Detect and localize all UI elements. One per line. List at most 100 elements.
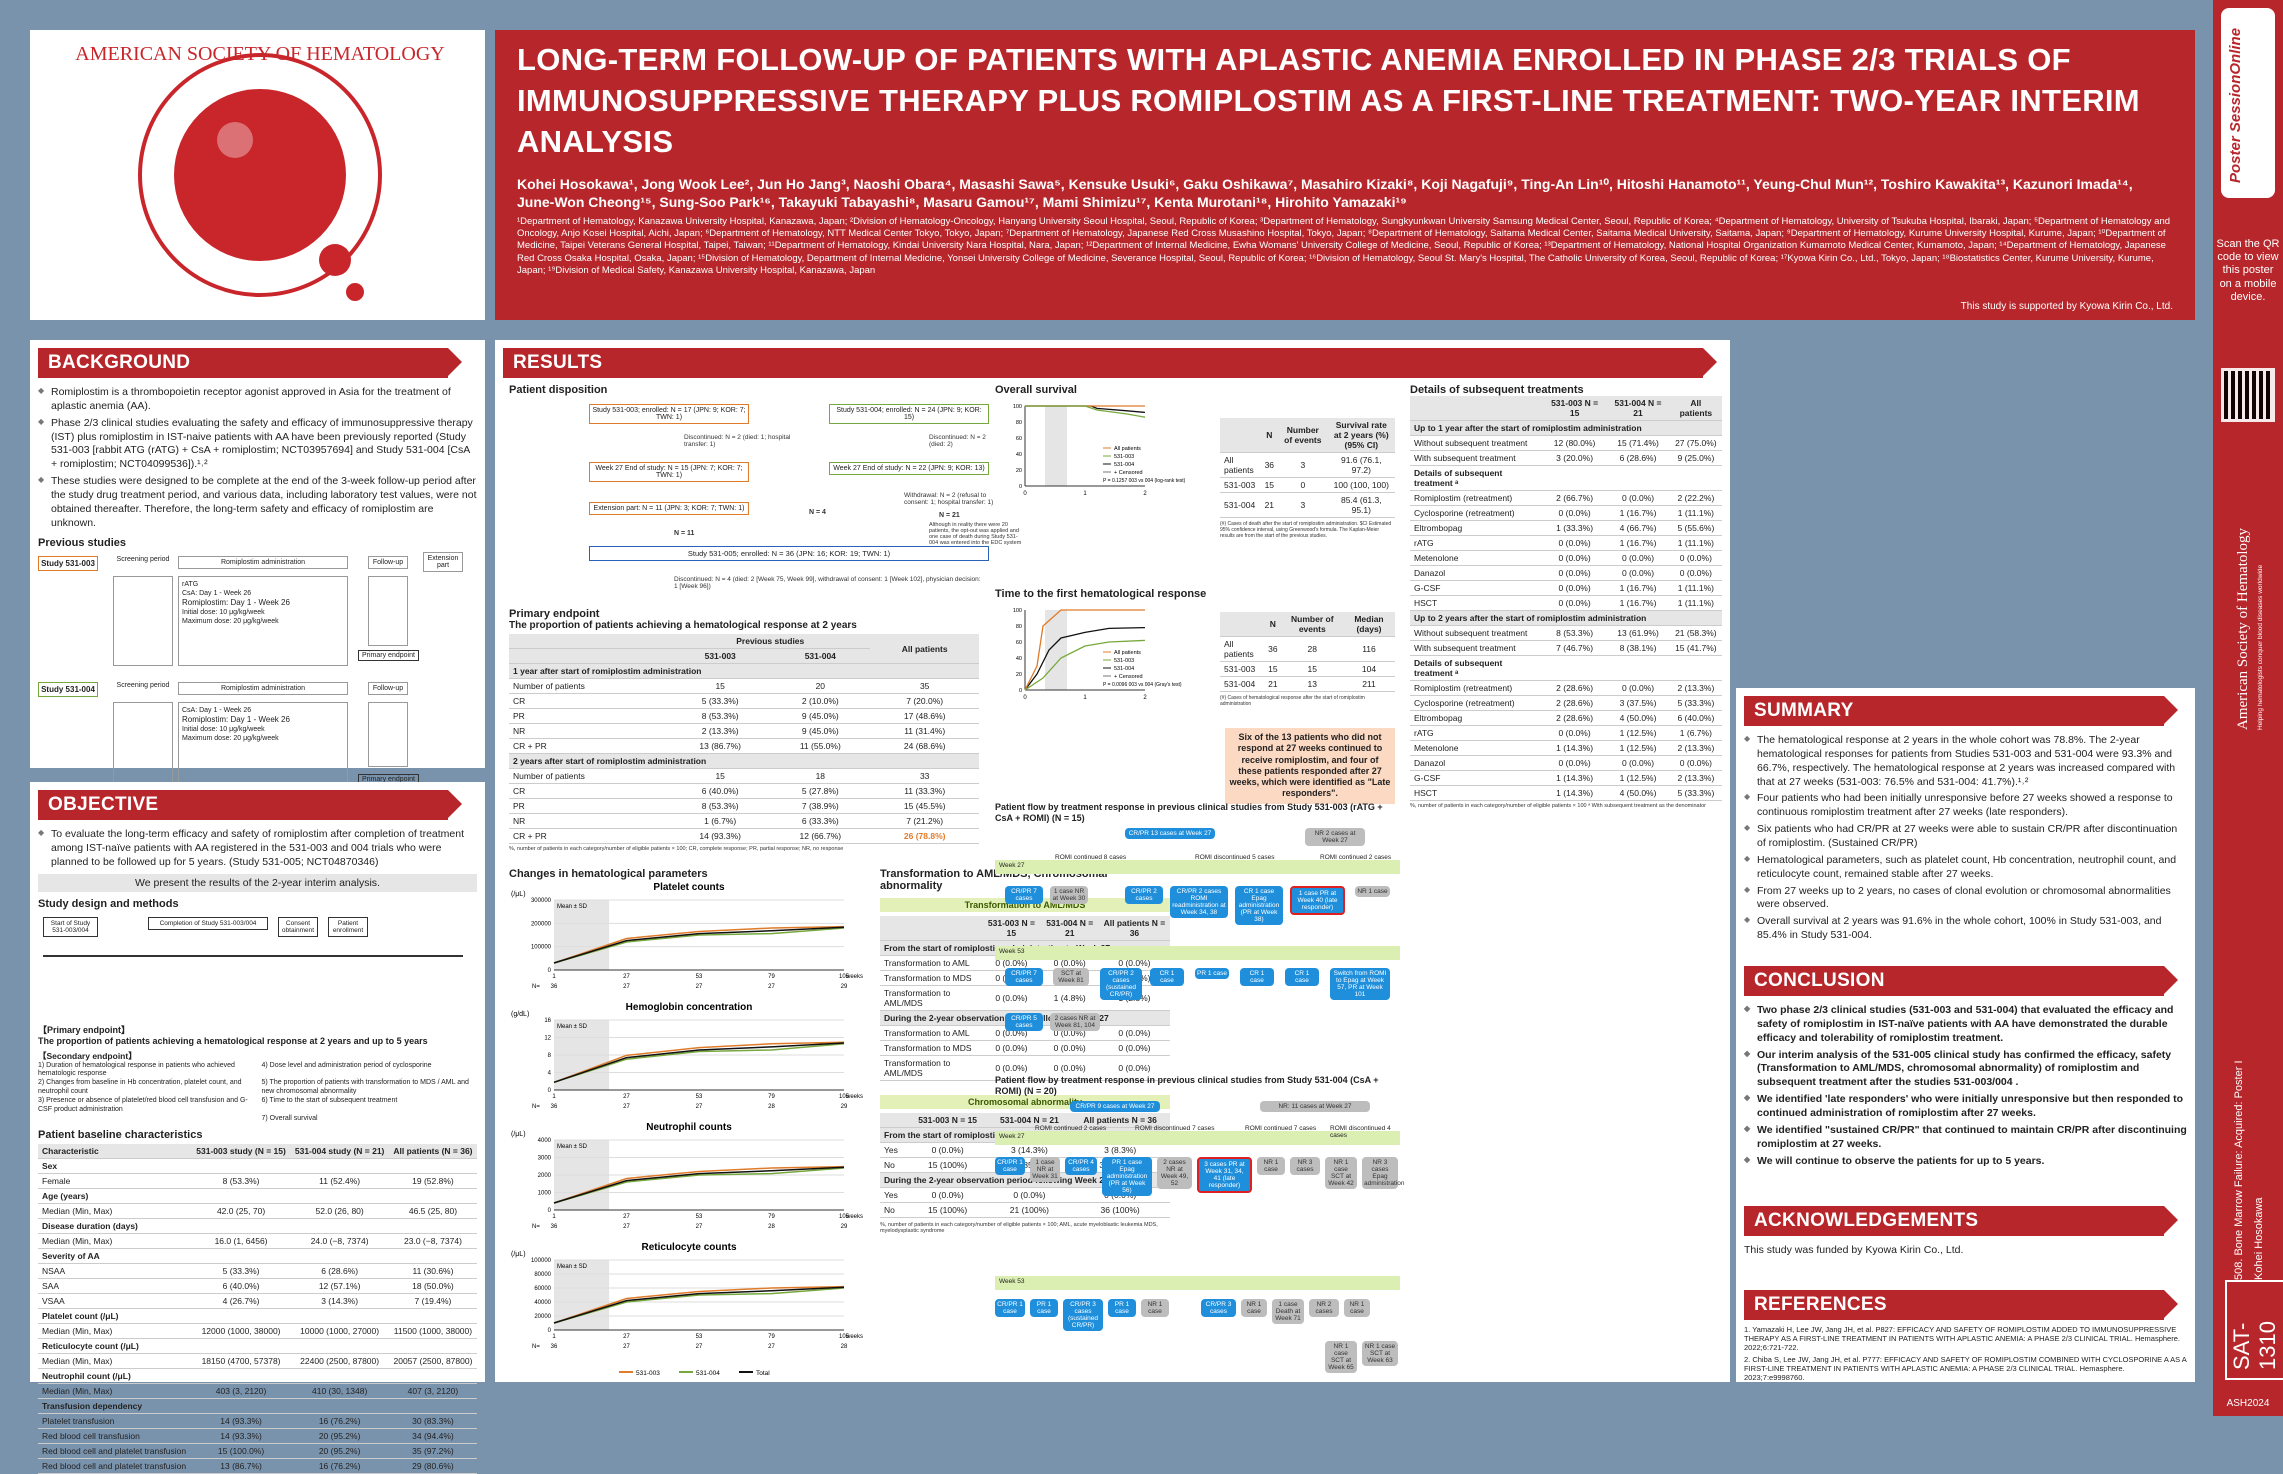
secondary-item: 1) Duration of hematological response in… <box>38 1061 235 1077</box>
table-cell: Romiplostim (retreatment) <box>1410 490 1543 506</box>
col-header: Median (days) <box>1342 612 1395 637</box>
col-header: All patients N = 36 <box>1098 916 1170 941</box>
x-tick-label: 53 <box>696 974 703 980</box>
affiliations: ¹Department of Hematology, Kanazawa Univ… <box>517 216 2171 276</box>
design-timeline <box>43 954 463 957</box>
table-cell: 36 <box>1260 452 1279 478</box>
design-box: Patient enrollment <box>328 916 368 937</box>
table-row: Median (Min, Max) 403 (3, 2120) 410 (30, 1… <box>38 1383 477 1400</box>
legend-label: All patients <box>1114 650 1141 656</box>
table-row: Transformation to AML/MDS 0 (0.0%) 0 (0.0%… <box>880 1055 1170 1081</box>
table-cell: SAA <box>38 1278 192 1295</box>
conclusion-bullet: We identified "sustained CR/PR" that con… <box>1744 1124 2187 1152</box>
disposition-section: Patient disposition Study 531-003; enrol… <box>509 384 1021 604</box>
y-tick-label: 80 <box>1016 420 1022 426</box>
background-panel: BACKGROUND Romiplostim is a thrombopoiet… <box>30 340 485 787</box>
table-cell: 91.6 (76.1, 97.2) <box>1327 452 1395 478</box>
summary-bullet: Six patients who had CR/PR at 27 weeks w… <box>1744 823 2187 851</box>
disp-w27-004: Week 27 End of study: N = 22 (JPN: 9; KO… <box>829 462 989 475</box>
shade <box>1045 406 1067 486</box>
table-cell: 5 (33.3%) <box>1669 695 1722 711</box>
table-cell: Red blood cell and platelet transfusion <box>38 1458 192 1474</box>
table-cell: 211 <box>1342 676 1395 692</box>
table-row: VSAA 4 (26.7%) 3 (14.3%) 7 (19.4%) <box>38 1293 477 1310</box>
f003-b5: CR 1 case Epag administration (PR at Wee… <box>1235 886 1283 925</box>
table-row: Number of patients 15 20 35 <box>509 678 979 694</box>
table-cell <box>388 1188 477 1205</box>
table-cell: 3 (14.3%) <box>988 1142 1071 1158</box>
logo-panel: AMERICAN SOCIETY OF HEMATOLOGY <box>30 30 485 320</box>
summary-header: SUMMARY <box>1744 696 2178 726</box>
col-header: 531-004 <box>770 648 871 664</box>
summary-bullets: The hematological response at 2 years in… <box>1744 734 2187 943</box>
f004-b1: CR/PR 1 case <box>995 1157 1025 1175</box>
y-tick-label: 100000 <box>531 1258 552 1264</box>
table-cell: 7 (38.9%) <box>770 798 871 814</box>
table-cell: 1 (11.1%) <box>1669 505 1722 521</box>
table-row: Median (Min, Max) 16.0 (1, 6456) 24.0 (−8,… <box>38 1233 477 1250</box>
table-cell: 0 (0.0%) <box>1542 565 1607 581</box>
background-bullet: Phase 2/3 clinical studies evaluating th… <box>38 417 477 472</box>
table-cell: 531-003 <box>1220 477 1261 493</box>
secondary-item: 6) Time to the start of subsequent treat… <box>261 1097 398 1105</box>
section-row: During the 2-year observation period fol… <box>880 1172 1170 1188</box>
os-table: N Number of events Survival rate at 2 ye… <box>1220 418 1395 518</box>
results-panel: RESULTS Patient disposition Study 531-00… <box>495 340 1730 1382</box>
table-cell: HSCT <box>1410 595 1543 611</box>
hem-series-line <box>553 926 845 964</box>
summary-bullet: Hematological parameters, such as platel… <box>1744 854 2187 882</box>
qr-text: Scan the QR code to view this poster on … <box>2216 238 2280 303</box>
table-row: Yes 0 (0.0%) 3 (14.3%) 3 (8.3%) <box>880 1142 1170 1158</box>
table-row: Red blood cell and platelet transfusion 1… <box>38 1443 477 1460</box>
table-cell: 6 (33.3%) <box>770 813 871 829</box>
pe-table: Previous studies All patients 531-003 531-… <box>509 634 979 844</box>
table-cell: NSAA <box>38 1263 192 1280</box>
table-cell: 16 (76.2%) <box>290 1413 389 1430</box>
table-cell: 0 (0.0%) <box>1542 550 1607 566</box>
table-cell: 531-004 <box>1220 492 1261 518</box>
ash-logo: AMERICAN SOCIETY OF HEMATOLOGY <box>75 43 445 301</box>
table-row: Red blood cell and platelet transfusion 1… <box>38 1458 477 1474</box>
table-cell <box>191 1308 291 1325</box>
hem-mean-label: Mean ± SD <box>557 1024 588 1030</box>
legend-label: 531-003 <box>636 1370 660 1377</box>
x-tick-label: 105 <box>839 1214 850 1220</box>
table-row: Without subsequent treatment 12 (80.0%) 15… <box>1410 435 1722 451</box>
table-cell: 14 (93.3%) <box>670 828 771 844</box>
table-row: G-CSF 0 (0.0%) 1 (16.7%) 1 (11.1%) <box>1410 580 1722 596</box>
f003-c3: CR/PR 2 cases (sustained CR/PR) <box>1100 968 1142 1000</box>
table-cell <box>290 1158 389 1175</box>
table-row: Transformation to AML 0 (0.0%) 0 (0.0%) 0 (… <box>880 955 1170 971</box>
table-cell: 7 (46.7%) <box>1542 640 1607 656</box>
band-label: Week 27 <box>999 862 1025 869</box>
table-cell: 13 (86.7%) <box>670 738 771 754</box>
table-cell: Without subsequent treatment <box>1410 625 1543 641</box>
y-tick-label: 100 <box>1013 404 1022 410</box>
regimen-line: Initial dose: 10 μg/kg/week <box>182 609 265 617</box>
col-header: Number of events <box>1278 418 1328 453</box>
n-at-risk: 36 <box>551 1344 558 1350</box>
table-cell <box>1669 655 1722 681</box>
y-tick-label: 0 <box>548 1208 552 1214</box>
hem-series-line <box>553 1286 845 1324</box>
table-cell: Cyclosporine (retreatment) <box>1410 695 1543 711</box>
table-cell <box>191 1368 291 1385</box>
objective-panel: OBJECTIVE To evaluate the long-term effi… <box>30 782 485 1474</box>
table-cell: Eltrombopag <box>1410 520 1543 536</box>
table-cell: 11 (33.3%) <box>870 783 979 799</box>
table-row: CR + PR 14 (93.3%) 12 (66.7%) 26 (78.8%) <box>509 828 979 844</box>
n-at-risk: 36 <box>551 984 558 990</box>
section-label: Up to 1 year after the start of romiplos… <box>1410 420 1722 436</box>
table-row: Sex <box>38 1158 477 1175</box>
table-cell: 5 (33.3%) <box>191 1263 291 1280</box>
table-cell: NR <box>509 813 671 829</box>
qr-code[interactable] <box>2221 368 2275 422</box>
table-cell: 11 (55.0%) <box>770 738 871 754</box>
ttr-title: Time to the first hematological response <box>995 588 1207 600</box>
regimen-line: CsA: Day 1 - Week 26 <box>182 706 252 714</box>
table-cell: 16.0 (1, 6456) <box>191 1233 291 1250</box>
hem-mean-label: Mean ± SD <box>557 1144 588 1150</box>
n-at-risk: 27 <box>696 1104 703 1110</box>
table-cell: 2 (22.2%) <box>1669 490 1722 506</box>
table-row: Transfusion dependency <box>38 1398 477 1415</box>
